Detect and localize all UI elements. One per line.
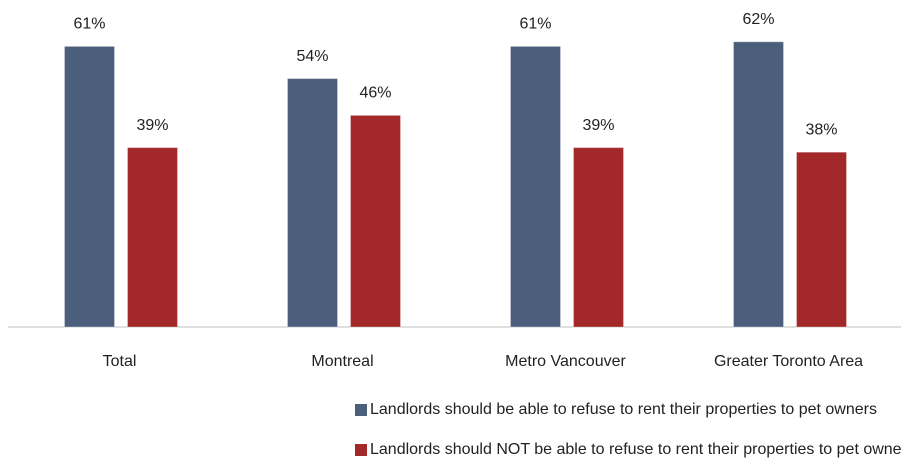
bar [733,41,784,328]
data-label: 39% [136,117,168,134]
legend-label: Landlords should NOT be able to refuse t… [370,441,901,458]
data-label: 54% [296,48,328,65]
data-label: 46% [359,85,391,102]
data-label: 38% [805,121,837,138]
bar [573,147,624,328]
legend-swatch [355,444,367,456]
x-tick-label: Montreal [311,353,373,370]
bar [350,114,401,328]
data-label: 61% [519,16,551,33]
bar [287,78,338,328]
x-tick-label: Total [103,353,137,370]
data-label: 61% [73,16,105,33]
legend-swatch [355,404,367,416]
data-label: 39% [582,117,614,134]
bar [127,147,178,328]
bar [510,45,561,328]
x-tick-label: Metro Vancouver [505,353,626,370]
bar [796,151,847,328]
legend-label: Landlords should be able to refuse to re… [370,401,877,418]
data-label: 62% [742,11,774,28]
bar [64,45,115,328]
x-tick-label: Greater Toronto Area [714,353,863,370]
